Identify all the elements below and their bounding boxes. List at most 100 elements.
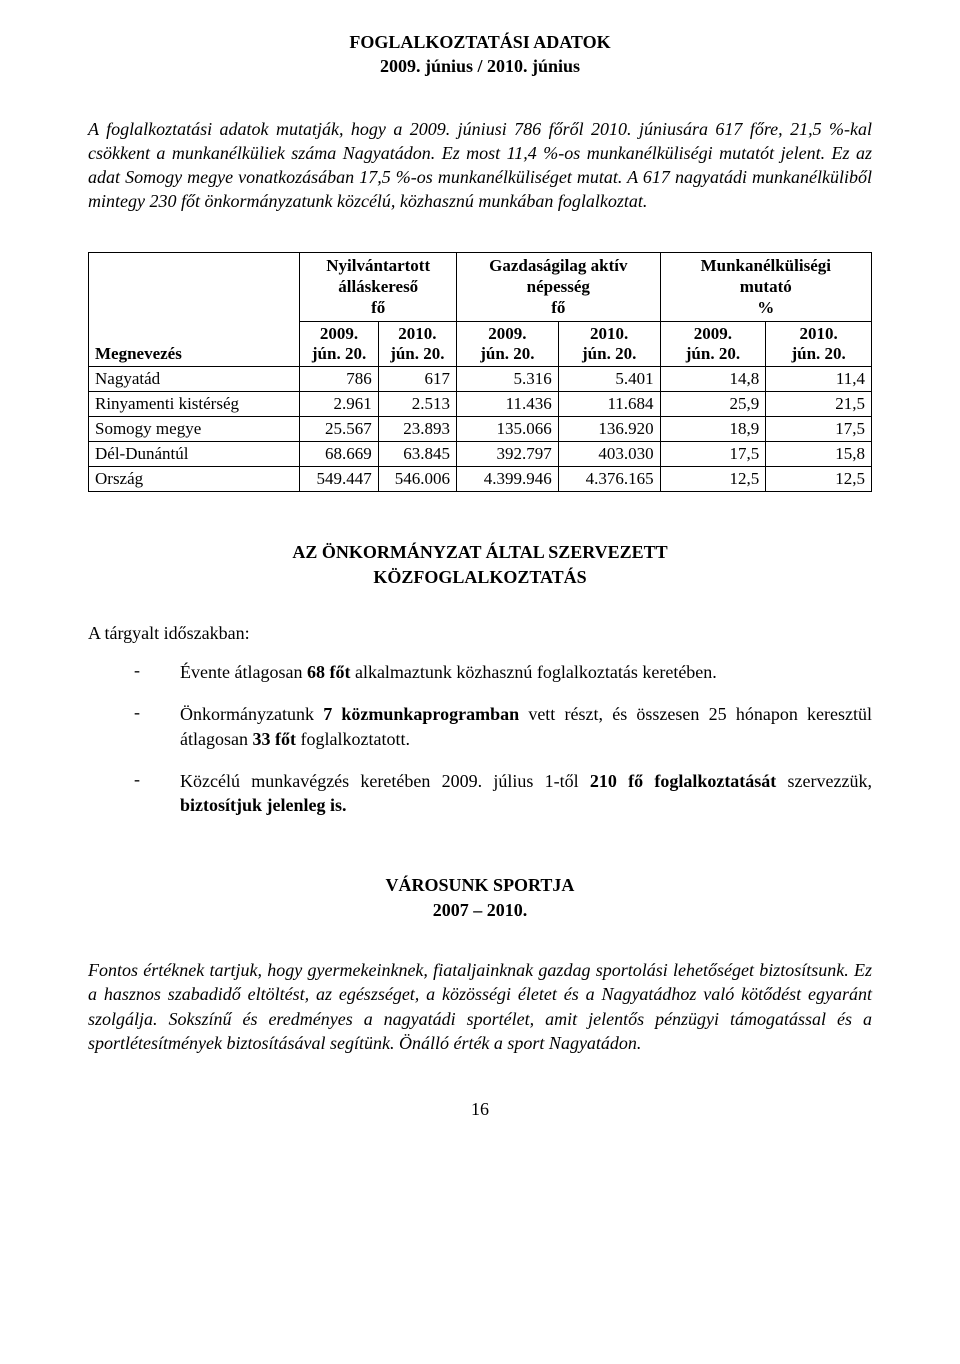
b1p: Évente átlagosan [180, 662, 307, 682]
page-container: FOGLALKOZTATÁSI ADATOK 2009. június / 20… [0, 0, 960, 1140]
b2b1: 7 közmunkaprogramban [323, 704, 519, 724]
sport-title-l2: 2007 – 2010. [88, 898, 872, 922]
cell: 18,9 [660, 417, 766, 442]
table-row: Somogy megye 25.567 23.893 135.066 136.9… [89, 417, 872, 442]
g2l3: fő [551, 298, 565, 317]
bullet-item: - Önkormányzatunk 7 közmunkaprogramban v… [88, 702, 872, 751]
yh-5: 2009.jún. 20. [660, 321, 766, 367]
cell: 68.669 [300, 442, 378, 467]
g3l2: mutató [740, 277, 792, 296]
cell: 4.376.165 [558, 467, 660, 492]
cell: 17,5 [660, 442, 766, 467]
yh-1: 2009.jún. 20. [300, 321, 378, 367]
cell-label: Somogy megye [89, 417, 300, 442]
section-title-sport: VÁROSUNK SPORTJA 2007 – 2010. [88, 873, 872, 922]
cell: 14,8 [660, 367, 766, 392]
sport-paragraph: Fontos értéknek tartjuk, hogy gyermekein… [88, 958, 872, 1055]
cell: 136.920 [558, 417, 660, 442]
y4b: jún. 20. [582, 344, 636, 363]
col-group-active-pop: Gazdaságilag aktív népesség fő [457, 252, 661, 321]
bullet-item: - Közcélú munkavégzés keretében 2009. jú… [88, 769, 872, 818]
col-megnevezes: Megnevezés [89, 252, 300, 367]
bullet-item: - Évente átlagosan 68 főt alkalmaztunk k… [88, 660, 872, 684]
b2b2: 33 főt [252, 729, 296, 749]
b3p2: szervezzük, [776, 771, 872, 791]
targyalt-intro: A tárgyalt időszakban: [88, 623, 872, 644]
cell-label: Ország [89, 467, 300, 492]
cell: 135.066 [457, 417, 559, 442]
page-number: 16 [88, 1099, 872, 1120]
cell: 25,9 [660, 392, 766, 417]
y2b: jún. 20. [390, 344, 444, 363]
title-line-1: FOGLALKOZTATÁSI ADATOK [88, 30, 872, 54]
g3l3: % [757, 298, 774, 317]
y1a: 2009. [320, 324, 358, 343]
bullet-text-1: Évente átlagosan 68 főt alkalmaztunk köz… [180, 660, 872, 684]
cell: 12,5 [660, 467, 766, 492]
cell: 403.030 [558, 442, 660, 467]
section-title-l2: KÖZFOGLALKOZTATÁS [88, 565, 872, 589]
b2p1: Önkormányzatunk [180, 704, 323, 724]
g1l1: Nyilvántartott [326, 256, 430, 275]
cell-label: Rinyamenti kistérség [89, 392, 300, 417]
b3p1: Közcélú munkavégzés keretében 2009. júli… [180, 771, 590, 791]
b1e: alkalmaztunk közhasznú foglalkoztatás ke… [350, 662, 716, 682]
table-row: Ország 549.447 546.006 4.399.946 4.376.1… [89, 467, 872, 492]
table-header-row-1: Megnevezés Nyilvántartott álláskereső fő… [89, 252, 872, 321]
dash-icon: - [88, 660, 180, 684]
g2l1: Gazdaságilag aktív [489, 256, 627, 275]
doc-title: FOGLALKOZTATÁSI ADATOK 2009. június / 20… [88, 30, 872, 79]
y3a: 2009. [488, 324, 526, 343]
cell: 63.845 [378, 442, 456, 467]
y5a: 2009. [694, 324, 732, 343]
section-title-l1: AZ ÖNKORMÁNYZAT ÁLTAL SZERVEZETT [88, 540, 872, 564]
y6a: 2010. [800, 324, 838, 343]
cell: 21,5 [766, 392, 872, 417]
yh-4: 2010.jún. 20. [558, 321, 660, 367]
y5b: jún. 20. [686, 344, 740, 363]
intro-paragraph: A foglalkoztatási adatok mutatják, hogy … [88, 117, 872, 214]
b1b: 68 főt [307, 662, 351, 682]
b3b1: 210 fő foglalkoztatását [590, 771, 776, 791]
sport-title-l1: VÁROSUNK SPORTJA [88, 873, 872, 897]
y4a: 2010. [590, 324, 628, 343]
dash-icon: - [88, 769, 180, 818]
g3l1: Munkanélküliségi [701, 256, 831, 275]
dash-icon: - [88, 702, 180, 751]
cell: 4.399.946 [457, 467, 559, 492]
cell: 11.684 [558, 392, 660, 417]
cell: 15,8 [766, 442, 872, 467]
cell: 17,5 [766, 417, 872, 442]
table-row: Rinyamenti kistérség 2.961 2.513 11.436 … [89, 392, 872, 417]
b3b2: biztosítjuk jelenleg is. [180, 795, 347, 815]
bullet-list: - Évente átlagosan 68 főt alkalmaztunk k… [88, 660, 872, 817]
g1l3: fő [371, 298, 385, 317]
col-group-unemp-rate: Munkanélküliségi mutató % [660, 252, 871, 321]
y3b: jún. 20. [480, 344, 534, 363]
col-group-jobseekers: Nyilvántartott álláskereső fő [300, 252, 457, 321]
cell: 546.006 [378, 467, 456, 492]
y2a: 2010. [398, 324, 436, 343]
y6b: jún. 20. [791, 344, 845, 363]
yh-3: 2009.jún. 20. [457, 321, 559, 367]
cell: 392.797 [457, 442, 559, 467]
cell: 23.893 [378, 417, 456, 442]
g2l2: népesség [527, 277, 590, 296]
yh-6: 2010.jún. 20. [766, 321, 872, 367]
cell: 11,4 [766, 367, 872, 392]
cell: 11.436 [457, 392, 559, 417]
table-row: Nagyatád 786 617 5.316 5.401 14,8 11,4 [89, 367, 872, 392]
table-row: Dél-Dunántúl 68.669 63.845 392.797 403.0… [89, 442, 872, 467]
cell: 5.401 [558, 367, 660, 392]
title-line-2: 2009. június / 2010. június [88, 54, 872, 78]
employment-table: Megnevezés Nyilvántartott álláskereső fő… [88, 252, 872, 493]
cell: 617 [378, 367, 456, 392]
bullet-text-3: Közcélú munkavégzés keretében 2009. júli… [180, 769, 872, 818]
cell: 549.447 [300, 467, 378, 492]
table-body: Nagyatád 786 617 5.316 5.401 14,8 11,4 R… [89, 367, 872, 492]
cell: 2.961 [300, 392, 378, 417]
bullet-text-2: Önkormányzatunk 7 közmunkaprogramban vet… [180, 702, 872, 751]
section-title-kozfoglalkoztatas: AZ ÖNKORMÁNYZAT ÁLTAL SZERVEZETT KÖZFOGL… [88, 540, 872, 589]
cell: 786 [300, 367, 378, 392]
y1b: jún. 20. [312, 344, 366, 363]
